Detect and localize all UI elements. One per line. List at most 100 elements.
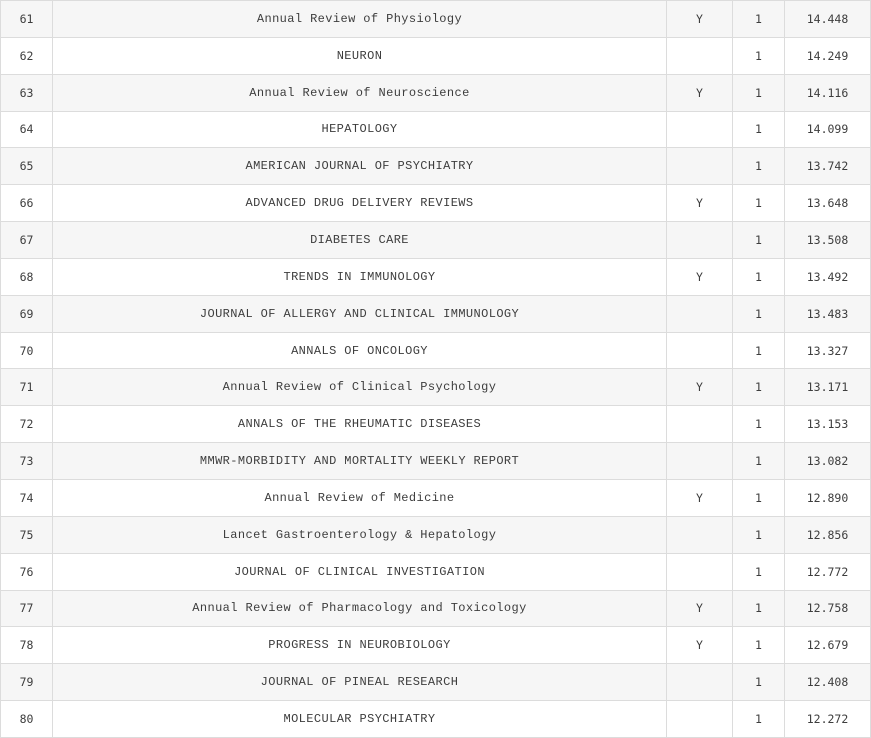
journal-title-cell[interactable]: Annual Review of Pharmacology and Toxico… (52, 589, 667, 628)
number-cell-text: 1 (755, 527, 762, 542)
rank-cell: 63 (0, 73, 53, 112)
score-cell: 13.327 (784, 331, 871, 370)
score-cell-text: 13.483 (806, 306, 849, 321)
journal-title-link[interactable]: JOURNAL OF ALLERGY AND CLINICAL IMMUNOLO… (199, 306, 520, 321)
journal-title-cell[interactable]: JOURNAL OF PINEAL RESEARCH (52, 663, 667, 702)
table-row: 70 ANNALS OF ONCOLOGY 1 13.327 (0, 331, 871, 370)
score-cell: 12.856 (784, 515, 871, 554)
journal-title-cell[interactable]: JOURNAL OF CLINICAL INVESTIGATION (52, 552, 667, 591)
number-cell-text: 1 (755, 85, 762, 100)
rank-cell-text: 69 (19, 306, 34, 321)
journal-title-link[interactable]: JOURNAL OF CLINICAL INVESTIGATION (234, 564, 485, 579)
journal-title-cell[interactable]: HEPATOLOGY (52, 110, 667, 149)
journal-title-cell[interactable]: Lancet Gastroenterology & Hepatology (52, 515, 667, 554)
rank-cell: 74 (0, 478, 53, 517)
table-row: 65 AMERICAN JOURNAL OF PSYCHIATRY 1 13.742 (0, 147, 871, 186)
rank-cell-text: 63 (19, 85, 34, 100)
number-cell: 1 (732, 405, 785, 444)
journal-title-link[interactable]: Lancet Gastroenterology & Hepatology (222, 527, 497, 542)
journal-title-cell[interactable]: PROGRESS IN NEUROBIOLOGY (52, 626, 667, 665)
y-flag-cell-text: Y (696, 269, 703, 284)
score-cell: 13.508 (784, 221, 871, 259)
journal-title-cell[interactable]: AMERICAN JOURNAL OF PSYCHIATRY (52, 147, 667, 186)
y-flag-cell (666, 147, 733, 186)
journal-title-link[interactable]: AMERICAN JOURNAL OF PSYCHIATRY (245, 159, 474, 174)
journal-title-link[interactable]: ADVANCED DRUG DELIVERY REVIEWS (245, 196, 474, 211)
table-row: 63 Annual Review of Neuroscience Y 1 14.116 (0, 73, 871, 112)
y-flag-cell (666, 552, 733, 591)
rank-cell: 72 (0, 405, 53, 444)
number-cell-text: 1 (755, 343, 762, 358)
rank-cell-text: 76 (19, 564, 34, 579)
number-cell-text: 1 (755, 11, 762, 26)
journal-title-link[interactable]: TRENDS IN IMMUNOLOGY (283, 269, 436, 284)
journal-title-cell[interactable]: JOURNAL OF ALLERGY AND CLINICAL IMMUNOLO… (52, 294, 667, 333)
rank-cell-text: 78 (19, 638, 34, 653)
journal-title-cell[interactable]: Annual Review of Medicine (52, 478, 667, 517)
table-row: 74 Annual Review of Medicine Y 1 12.890 (0, 478, 871, 517)
y-flag-cell: Y (666, 368, 733, 407)
rank-cell: 68 (0, 257, 53, 296)
y-flag-cell-text: Y (696, 196, 703, 211)
rank-cell-text: 65 (19, 159, 34, 174)
journal-title-cell[interactable]: ADVANCED DRUG DELIVERY REVIEWS (52, 184, 667, 223)
rank-cell-text: 80 (19, 712, 34, 727)
journal-title-cell[interactable]: ANNALS OF THE RHEUMATIC DISEASES (52, 405, 667, 444)
y-flag-cell (666, 110, 733, 149)
table-row: 72 ANNALS OF THE RHEUMATIC DISEASES 1 13.15… (0, 405, 871, 444)
journal-title-link[interactable]: ANNALS OF THE RHEUMATIC DISEASES (237, 417, 482, 432)
journal-title-cell[interactable]: Annual Review of Neuroscience (52, 73, 667, 112)
rank-cell: 77 (0, 589, 53, 628)
rank-cell-text: 79 (19, 675, 34, 690)
y-flag-cell (666, 331, 733, 370)
journal-title-cell[interactable]: Annual Review of Physiology (52, 0, 667, 38)
rank-cell-text: 74 (19, 490, 34, 505)
rank-cell-text: 75 (19, 527, 34, 542)
journal-title-link[interactable]: JOURNAL OF PINEAL RESEARCH (260, 675, 459, 690)
score-cell-text: 14.116 (806, 85, 849, 100)
journal-title-cell[interactable]: Annual Review of Clinical Psychology (52, 368, 667, 407)
journal-title-link[interactable]: DIABETES CARE (310, 232, 409, 247)
number-cell: 1 (732, 221, 785, 259)
rank-cell: 75 (0, 515, 53, 554)
y-flag-cell-text: Y (696, 601, 703, 616)
journal-title-link[interactable]: Annual Review of Physiology (256, 11, 463, 26)
journal-title-link[interactable]: Annual Review of Neuroscience (249, 85, 470, 100)
y-flag-cell: Y (666, 0, 733, 38)
rank-cell: 67 (0, 221, 53, 259)
journal-title-link[interactable]: HEPATOLOGY (321, 122, 398, 137)
table-row: 67 DIABETES CARE 1 13.508 (0, 221, 871, 259)
rank-cell: 80 (0, 700, 53, 738)
journal-title-link[interactable]: MMWR-MORBIDITY AND MORTALITY WEEKLY REPO… (199, 454, 520, 469)
y-flag-cell-text: Y (696, 11, 703, 26)
table-row: 69 JOURNAL OF ALLERGY AND CLINICAL IMMUNO… (0, 294, 871, 333)
journal-title-cell[interactable]: MMWR-MORBIDITY AND MORTALITY WEEKLY REPO… (52, 442, 667, 480)
journal-title-link[interactable]: Annual Review of Clinical Psychology (222, 380, 497, 395)
number-cell-text: 1 (755, 454, 762, 469)
rank-cell: 76 (0, 552, 53, 591)
score-cell-text: 14.249 (806, 48, 849, 63)
journal-title-cell[interactable]: DIABETES CARE (52, 221, 667, 259)
number-cell-text: 1 (755, 306, 762, 321)
number-cell: 1 (732, 478, 785, 517)
table-row: 78 PROGRESS IN NEUROBIOLOGY Y 1 12.679 (0, 626, 871, 665)
journal-title-cell[interactable]: ANNALS OF ONCOLOGY (52, 331, 667, 370)
journal-title-cell[interactable]: NEURON (52, 36, 667, 75)
score-cell: 12.679 (784, 626, 871, 665)
score-cell: 13.171 (784, 368, 871, 407)
journal-title-link[interactable]: ANNALS OF ONCOLOGY (291, 343, 428, 358)
journal-title-link[interactable]: NEURON (336, 48, 383, 63)
score-cell-text: 13.648 (806, 196, 849, 211)
journal-title-link[interactable]: Annual Review of Medicine (264, 490, 455, 505)
journal-title-link[interactable]: Annual Review of Pharmacology and Toxico… (192, 601, 527, 616)
y-flag-cell: Y (666, 73, 733, 112)
y-flag-cell (666, 405, 733, 444)
journal-title-cell[interactable]: TRENDS IN IMMUNOLOGY (52, 257, 667, 296)
journal-title-cell[interactable]: MOLECULAR PSYCHIATRY (52, 700, 667, 738)
journal-title-link[interactable]: PROGRESS IN NEUROBIOLOGY (268, 638, 451, 653)
rank-cell-text: 66 (19, 196, 34, 211)
journal-title-link[interactable]: MOLECULAR PSYCHIATRY (283, 712, 436, 727)
rank-cell-text: 73 (19, 454, 34, 469)
rank-cell: 69 (0, 294, 53, 333)
score-cell-text: 12.272 (806, 712, 849, 727)
